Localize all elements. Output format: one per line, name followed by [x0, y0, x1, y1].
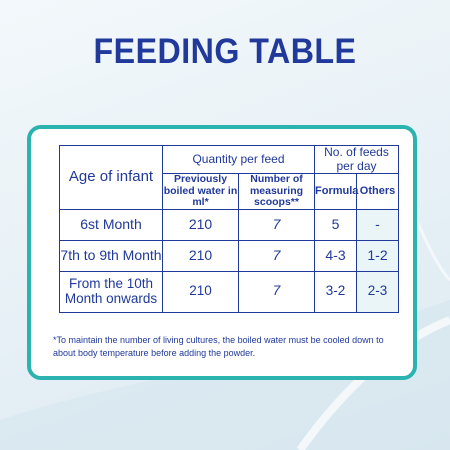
others-header: Others: [355, 173, 400, 210]
formula-cell: 4-3: [314, 239, 357, 272]
water-cell: 210: [162, 239, 239, 272]
others-cell: 1-2: [355, 239, 400, 272]
age-header: Age of infant: [59, 145, 163, 210]
water-header: Previously boiled water in ml*: [162, 173, 239, 210]
age-cell: 7th to 9th Month: [59, 239, 163, 272]
feeds-header: No. of feeds per day: [313, 145, 400, 174]
age-cell: 6st Month: [59, 208, 163, 241]
formula-cell: 5: [314, 208, 357, 241]
formula-header: Formula: [314, 173, 358, 210]
footnote: *To maintain the number of living cultur…: [53, 335, 384, 358]
formula-cell: 3-2: [314, 270, 357, 313]
others-cell: -: [355, 208, 400, 241]
others-cell: 2-3: [355, 270, 400, 313]
water-cell: 210: [162, 208, 239, 241]
table-row: 7th to 9th Month 210 7 4-3 1-2: [59, 239, 400, 272]
page-title: FEEDING TABLE: [93, 32, 357, 71]
scoops-cell: 7: [238, 208, 315, 241]
water-cell: 210: [162, 270, 239, 313]
scoops-header: Number of measuring scoops**: [238, 173, 315, 210]
feeding-table: Age of infant Quantity per feed No. of f…: [59, 145, 400, 313]
age-cell: From the 10th Month onwards: [59, 270, 163, 313]
feeding-table-card: Age of infant Quantity per feed No. of f…: [27, 125, 417, 380]
scoops-cell: 7: [238, 239, 315, 272]
quantity-header: Quantity per feed: [162, 145, 315, 174]
table-row: From the 10th Month onwards 210 7 3-2 2-…: [59, 270, 400, 313]
table-row: 6st Month 210 7 5 -: [59, 208, 400, 241]
scoops-cell: 7: [238, 270, 315, 313]
